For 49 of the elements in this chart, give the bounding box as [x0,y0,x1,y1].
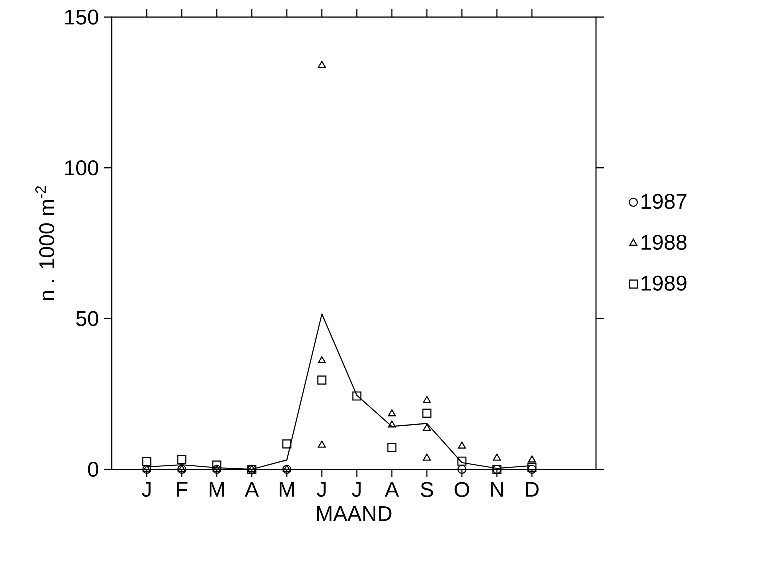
x-tick-label: D [526,482,539,498]
point [282,440,292,449]
point [458,457,467,466]
point [318,356,326,364]
point [423,454,432,462]
point [318,441,326,448]
point [178,465,187,474]
point [388,420,396,428]
point [248,465,256,472]
point [318,376,327,386]
point [528,463,537,472]
x-tick-label: M [210,482,224,498]
x-axis-title: MAAND [317,506,392,522]
point [283,465,292,472]
point [178,465,186,472]
y-tick-label: 100 [65,160,98,176]
y-tick-label: 150 [65,10,98,26]
point [422,409,432,418]
point [318,61,326,68]
point [212,460,222,470]
point [352,392,362,402]
x-tick-label: J [317,482,326,498]
point [423,424,432,432]
point [458,442,466,450]
x-tick-label: N [491,482,504,498]
x-tick-label: J [142,482,151,498]
x-tick-label: O [454,482,470,498]
y-tick-label: 50 [76,311,98,327]
point [528,456,536,463]
x-tick-label: A [385,482,400,498]
point [458,465,467,474]
y-axis-title: n . 1000 m$^{-2}$ [36,186,55,301]
legend-label: 1987 [642,194,687,210]
x-tick-label: S [420,482,434,498]
point [388,444,397,453]
x-tick-label: A [245,482,260,498]
point [388,410,396,417]
point [423,396,432,404]
point [493,454,502,462]
point [178,455,187,464]
x-tick-label: M [280,482,294,498]
legend-label: 1989 [642,276,687,292]
x-tick-label: F [177,482,188,498]
point [213,465,222,472]
legend-label: 1988 [642,235,687,250]
y-tick-label: 0 [88,462,98,478]
point [142,458,152,467]
point [282,465,292,474]
x-tick-label: J [352,482,361,498]
